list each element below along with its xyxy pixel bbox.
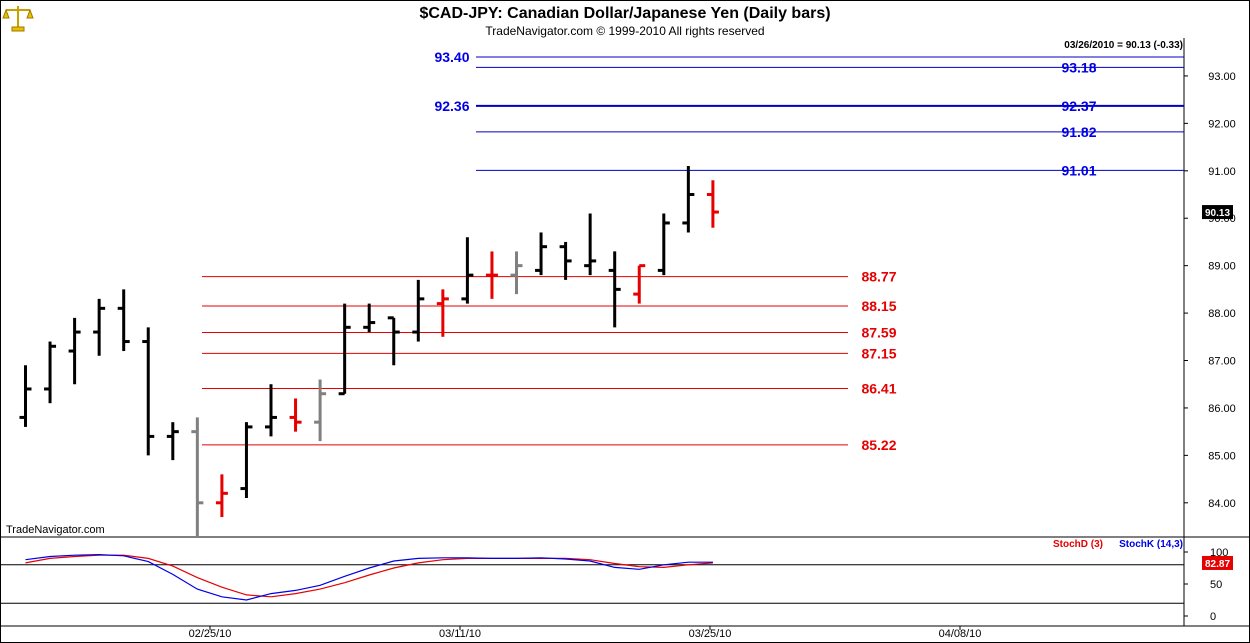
ohlc-bar [68,317,81,385]
price-axis-label: 87.00 [1208,356,1236,368]
price-axis-label: 86.00 [1208,403,1236,415]
level-label: 87.15 [861,345,896,361]
ohlc-bar [191,417,204,536]
price-bars [19,166,719,536]
stoch-k-line [25,553,713,601]
date-axis-label: 03/11/10 [439,628,481,640]
watermark: TradeNavigator.com [6,524,105,536]
price-axis-label: 84.00 [1208,498,1236,510]
price-axis-label: 89.00 [1208,261,1236,273]
level-label: 88.15 [861,298,896,314]
date-axis-label: 02/25/10 [189,628,232,640]
ohlc-bar [215,474,228,518]
ohlc-bar [142,327,155,456]
date-axis-label: 03/25/10 [689,628,732,640]
stoch-d-line [25,554,713,598]
price-axis-label: 85.00 [1208,450,1236,462]
level-label: 85.22 [861,437,896,453]
ohlc-bar [363,303,376,333]
ohlc-bar [93,298,106,356]
last-price-box [1202,205,1233,220]
stoch-value: 82.87 [1205,559,1230,570]
support-resistance-levels: 93.40 93.18 92.37 92.36 91.82 91.01 88.77 88.15… [202,49,1184,453]
ohlc-bar [338,303,351,396]
scales-of-justice-icon [2,6,34,32]
ohlc-bar [436,289,449,337]
date-axis-label: 04/08/10 [939,628,982,640]
ohlc-bar [559,241,572,280]
ohlc-bar [535,232,548,276]
ohlc-bar [485,251,498,299]
ohlc-bar [44,341,57,404]
ohlc-bar [387,316,400,366]
ohlc-bar [510,251,523,295]
level-label: 93.18 [1061,59,1096,75]
ohlc-bar [412,279,425,342]
level-label: 91.82 [1061,124,1096,140]
ohlc-bar [240,422,253,499]
price-axis-label: 92.00 [1208,118,1236,130]
chart-title: $CAD-JPY: Canadian Dollar/Japanese Yen (… [419,5,830,22]
ohlc-bar [682,166,695,233]
price-axis-label: 91.00 [1208,166,1236,178]
last-quote-label: 03/26/2010 = 90.13 (-0.33) [1064,40,1183,51]
level-label: 86.41 [861,380,896,396]
price-axis-label: 88.00 [1208,308,1236,320]
level-label: 93.40 [434,49,469,65]
stoch-value-box [1202,555,1233,570]
level-label: 91.01 [1061,162,1096,178]
level-label: 92.36 [434,98,469,114]
price-axis: 84.0085.0086.0087.0088.0089.0090.0091.00… [1184,71,1236,510]
ohlc-bar [657,213,670,276]
stoch-axis-label: 50 [1210,579,1222,591]
last-price-tag: 90.13 [1202,205,1233,220]
ohlc-bar [584,213,597,276]
ohlc-bar [461,237,474,304]
level-label: 87.59 [861,325,896,341]
level-label: 92.37 [1061,98,1096,114]
ohlc-bar [706,180,719,228]
price-axis-label: 93.00 [1208,71,1236,83]
ohlc-bar [608,251,621,328]
ohlc-bar [19,365,32,427]
ohlc-bar [117,289,130,352]
ohlc-bar [314,379,327,442]
legend-stoch-d: StochD (3) [1053,539,1103,550]
ohlc-bar [289,398,302,432]
last-price-value: 90.13 [1205,208,1230,219]
legend-stoch-k: StochK (14,3) [1119,539,1183,550]
ohlc-bar [166,422,179,461]
ohlc-bar [633,264,646,304]
level-label: 88.77 [861,269,896,285]
ohlc-bar [265,384,277,437]
chart-subtitle: TradeNavigator.com © 1999-2010 All right… [485,24,764,38]
stoch-axis-label: 0 [1210,611,1216,623]
date-axis: 02/25/10 03/11/10 03/25/10 04/08/10 [189,626,982,640]
